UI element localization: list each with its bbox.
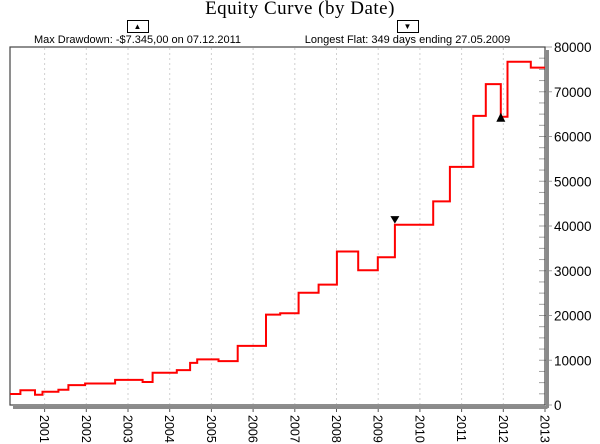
max-drawdown-label: Max Drawdown: -$7.345,00 on 07.12.2011 bbox=[33, 34, 242, 46]
x-tick-label: 2012 bbox=[496, 415, 510, 443]
x-tick-label: 2003 bbox=[121, 415, 135, 443]
x-tick-label: 2006 bbox=[246, 415, 260, 443]
x-tick-label: 2013 bbox=[538, 415, 552, 443]
max-drawdown-annotation: ▲ Max Drawdown: -$7.345,00 on 07.12.2011 bbox=[15, 20, 260, 46]
y-tick-label: 30000 bbox=[554, 264, 592, 279]
x-tick-label: 2010 bbox=[412, 415, 426, 443]
max-drawdown-marker bbox=[496, 112, 506, 122]
down-triangle-icon: ▼ bbox=[403, 21, 412, 31]
longest-flat-annotation: ▼ Longest Flat: 349 days ending 27.05.20… bbox=[300, 20, 515, 46]
plot-frame bbox=[9, 46, 546, 406]
y-tick-label: 70000 bbox=[554, 85, 592, 100]
y-tick-label: 80000 bbox=[554, 40, 592, 55]
y-tick-label: 0 bbox=[554, 398, 562, 413]
x-tick-label: 2004 bbox=[162, 415, 176, 443]
x-tick-label: 2011 bbox=[454, 415, 468, 442]
x-tick-label: 2007 bbox=[287, 415, 301, 443]
y-tick-label: 10000 bbox=[554, 353, 592, 368]
x-tick-label: 2002 bbox=[79, 415, 93, 443]
up-triangle-icon: ▲ bbox=[133, 21, 142, 31]
longest-flat-marker bbox=[390, 216, 400, 224]
chart-title: Equity Curve (by Date) bbox=[205, 0, 395, 19]
x-tick-label: 2001 bbox=[37, 415, 51, 443]
y-tick-label: 40000 bbox=[554, 219, 592, 234]
x-tick-label: 2005 bbox=[204, 415, 218, 443]
max-drawdown-key-box: ▲ bbox=[126, 20, 149, 33]
x-tick-label: 2009 bbox=[371, 415, 385, 443]
longest-flat-label: Longest Flat: 349 days ending 27.05.2009 bbox=[304, 34, 511, 46]
y-tick-label: 60000 bbox=[554, 130, 592, 145]
equity-step-curve bbox=[10, 60, 545, 396]
y-tick-label: 50000 bbox=[554, 174, 592, 189]
y-tick-label: 20000 bbox=[554, 309, 592, 324]
x-tick-label: 2008 bbox=[329, 415, 343, 443]
longest-flat-key-box: ▼ bbox=[396, 20, 419, 33]
